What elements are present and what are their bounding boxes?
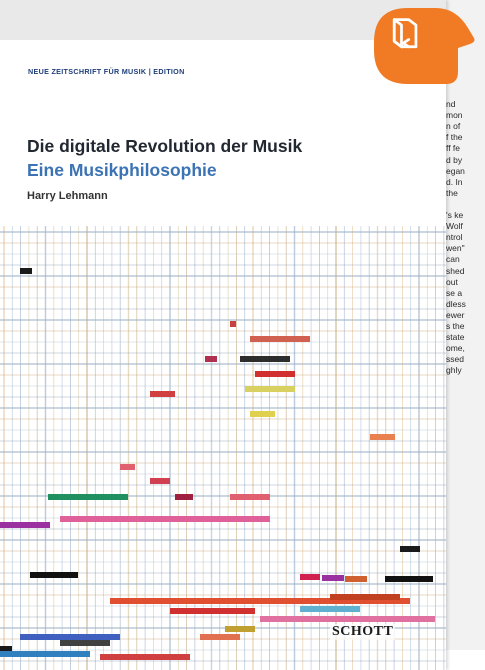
score-block — [200, 634, 240, 640]
score-block — [230, 494, 270, 500]
back-page-line: state — [446, 332, 465, 343]
back-page-line: ewer — [446, 309, 465, 320]
back-page-line — [446, 199, 485, 210]
score-block — [400, 546, 420, 552]
score-block — [300, 606, 360, 612]
score-block — [322, 575, 344, 581]
score-block — [250, 336, 310, 342]
back-page-line: s the — [446, 320, 465, 331]
back-page-line: ff fe — [446, 143, 461, 154]
back-page-line: shed — [446, 265, 465, 276]
score-block — [30, 572, 78, 578]
back-page-line: ghly — [446, 365, 462, 376]
score-block — [60, 516, 270, 522]
score-block — [250, 411, 275, 417]
score-block — [345, 576, 367, 582]
score-block — [100, 654, 190, 660]
back-page-line: d by — [446, 154, 463, 165]
back-page-line: ome, — [446, 343, 465, 354]
back-page-line: d. In — [446, 176, 463, 187]
back-page-line: ssed — [446, 354, 464, 365]
back-page-line: wen" — [446, 243, 465, 254]
cover-top-band — [0, 0, 446, 40]
book-cover[interactable]: NEUE ZEITSCHRIFT FÜR MUSIK | EDITION Die… — [0, 0, 446, 670]
score-block — [300, 574, 320, 580]
score-block — [150, 478, 170, 484]
score-block — [150, 391, 175, 397]
back-page-line: 's ke — [446, 210, 464, 221]
back-page-line: se a — [446, 287, 463, 298]
back-page-line: f the — [446, 132, 463, 143]
score-block — [48, 494, 128, 500]
score-block — [0, 646, 12, 652]
back-page-line: the — [446, 187, 458, 198]
score-block — [175, 494, 193, 500]
author-name: Harry Lehmann — [27, 190, 108, 202]
back-page-line — [446, 88, 485, 99]
score-illustration — [0, 226, 446, 670]
score-block — [260, 616, 435, 622]
score-block — [370, 434, 395, 440]
publisher-logo: SCHOTT — [330, 624, 396, 640]
score-block — [205, 356, 217, 362]
back-page-line: can — [446, 254, 460, 265]
score-block — [20, 268, 32, 274]
score-block — [385, 576, 433, 582]
score-block — [230, 321, 236, 327]
back-page-line: Wolf — [446, 221, 463, 232]
back-page-line: ntrol — [446, 232, 463, 243]
back-page-line: dless — [446, 298, 466, 309]
back-page-line: nd — [446, 99, 456, 110]
score-block — [330, 594, 400, 600]
book-title: Die digitale Revolution der Musik — [27, 136, 303, 156]
back-page-line: out — [446, 276, 458, 287]
book-subtitle: Eine Musikphilosophie — [27, 160, 217, 180]
back-page-line: egan — [446, 165, 465, 176]
score-block — [245, 386, 295, 392]
score-block — [20, 634, 120, 640]
score-block — [120, 464, 135, 470]
series-label: NEUE ZEITSCHRIFT FÜR MUSIK | EDITION — [28, 67, 185, 76]
back-page-line: n of — [446, 121, 461, 132]
score-block — [240, 356, 290, 362]
score-block — [225, 626, 255, 632]
score-block — [255, 371, 295, 377]
score-block — [170, 608, 255, 614]
score-block — [110, 598, 410, 604]
open-book-icon — [392, 18, 418, 49]
score-block — [60, 640, 110, 646]
score-block — [0, 522, 50, 528]
score-block — [0, 651, 90, 657]
back-page-line: mon — [446, 110, 463, 121]
read-book-button[interactable] — [366, 2, 476, 86]
back-page-text: nd mon n of f the ff fe d by egan d. In the 's ke… — [446, 88, 485, 568]
